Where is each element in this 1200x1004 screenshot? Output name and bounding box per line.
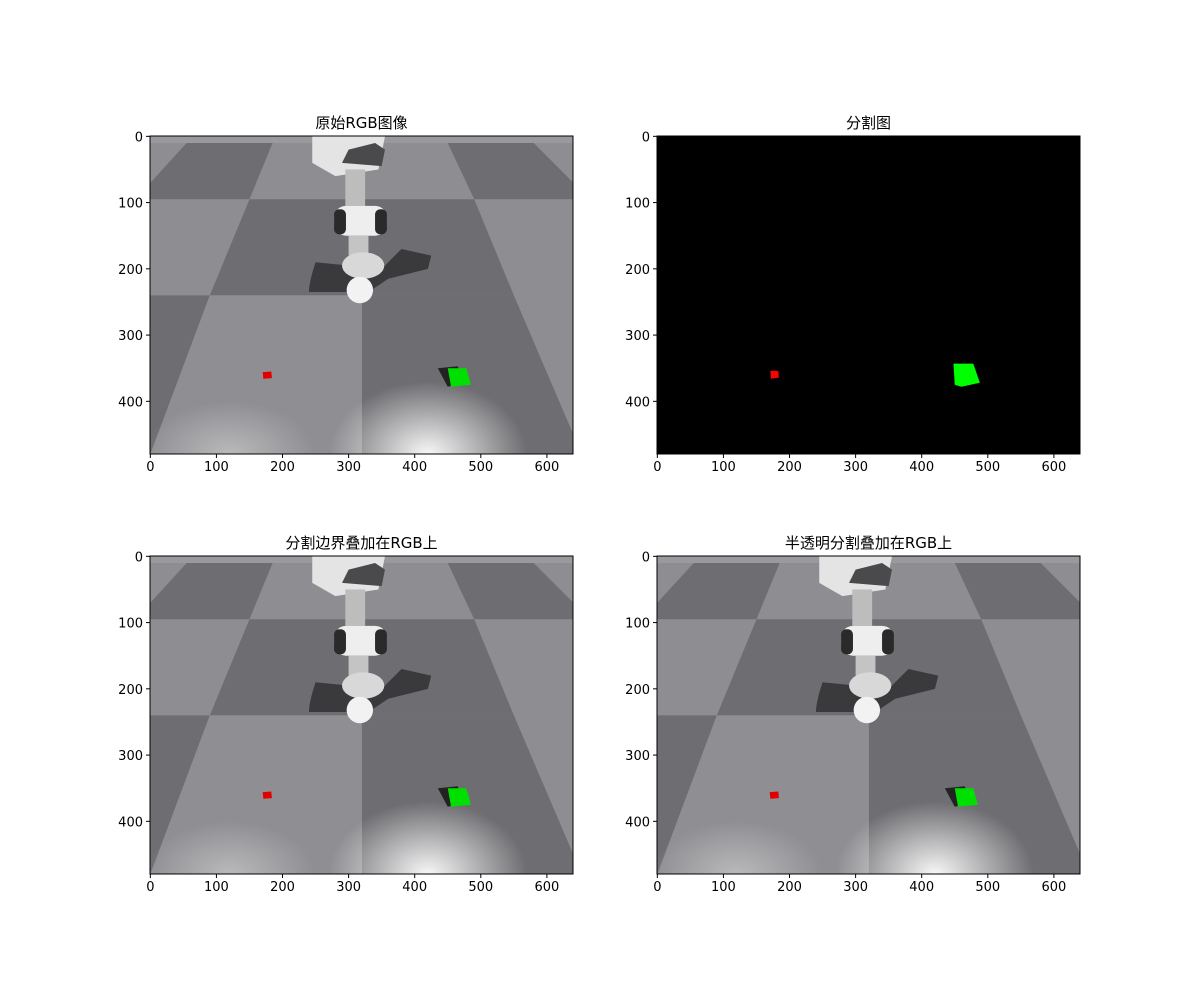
x-tick-label: 300 <box>336 460 361 475</box>
subplot: 分割图 0 100 200 300 400 500 600 0 100 200 300 400 <box>625 114 1081 475</box>
subplot: 分割边界叠加在RGB上 0 100 200 300 400 500 600 0 100 200 300… <box>118 534 574 895</box>
x-tick-label: 500 <box>975 460 1000 475</box>
subplot-title: 分割图 <box>846 114 891 132</box>
y-tick-label: 0 <box>135 130 143 145</box>
x-tick-label: 400 <box>909 880 934 895</box>
x-tick-label: 400 <box>402 880 427 895</box>
x-tick-label: 600 <box>1041 880 1066 895</box>
x-tick-label: 500 <box>468 880 493 895</box>
y-tick-label: 0 <box>135 550 143 565</box>
x-tick-label: 500 <box>975 880 1000 895</box>
y-tick-label: 100 <box>625 197 650 212</box>
y-tick-label: 400 <box>625 815 650 830</box>
x-tick-label: 400 <box>402 460 427 475</box>
x-tick-label: 100 <box>204 880 229 895</box>
y-tick-label: 400 <box>625 395 650 410</box>
x-tick-label: 500 <box>468 460 493 475</box>
x-tick-label: 0 <box>653 880 661 895</box>
x-tick-label: 200 <box>270 880 295 895</box>
y-tick-label: 400 <box>118 815 143 830</box>
y-tick-label: 100 <box>118 197 143 212</box>
subplot-title: 原始RGB图像 <box>315 114 407 132</box>
y-tick-label: 300 <box>118 749 143 764</box>
x-tick-label: 600 <box>534 880 559 895</box>
subplot-title: 半透明分割叠加在RGB上 <box>785 534 952 552</box>
y-tick-label: 0 <box>642 130 650 145</box>
y-tick-label: 0 <box>642 550 650 565</box>
x-tick-label: 100 <box>711 880 736 895</box>
subplot: 原始RGB图像 0 100 200 300 400 500 600 0 100 200 300 400 <box>118 114 574 475</box>
y-tick-label: 100 <box>118 617 143 632</box>
x-tick-label: 300 <box>843 460 868 475</box>
subplot-title: 分割边界叠加在RGB上 <box>285 534 437 552</box>
x-tick-label: 200 <box>270 460 295 475</box>
x-tick-label: 0 <box>146 460 154 475</box>
y-tick-label: 100 <box>625 617 650 632</box>
x-tick-label: 200 <box>777 460 802 475</box>
x-tick-label: 600 <box>534 460 559 475</box>
axes-frame <box>656 135 1081 455</box>
y-tick-label: 200 <box>625 263 650 278</box>
subplot: 半透明分割叠加在RGB上 0 100 200 300 400 500 600 0 100 200 30… <box>625 534 1081 895</box>
x-tick-label: 0 <box>653 460 661 475</box>
x-tick-label: 100 <box>204 460 229 475</box>
y-tick-label: 300 <box>625 329 650 344</box>
x-tick-label: 200 <box>777 880 802 895</box>
axes-frame <box>149 555 574 875</box>
x-tick-label: 0 <box>146 880 154 895</box>
x-tick-label: 600 <box>1041 460 1066 475</box>
y-tick-label: 400 <box>118 395 143 410</box>
x-tick-label: 300 <box>843 880 868 895</box>
image-content <box>657 136 1080 454</box>
y-tick-label: 300 <box>118 329 143 344</box>
x-tick-label: 400 <box>909 460 934 475</box>
image <box>657 136 1080 454</box>
x-tick-label: 100 <box>711 460 736 475</box>
axes-frame <box>149 135 574 455</box>
y-tick-label: 200 <box>625 683 650 698</box>
y-tick-label: 200 <box>118 263 143 278</box>
y-tick-label: 300 <box>625 749 650 764</box>
y-tick-label: 200 <box>118 683 143 698</box>
axes-frame <box>656 555 1081 875</box>
x-tick-label: 300 <box>336 880 361 895</box>
